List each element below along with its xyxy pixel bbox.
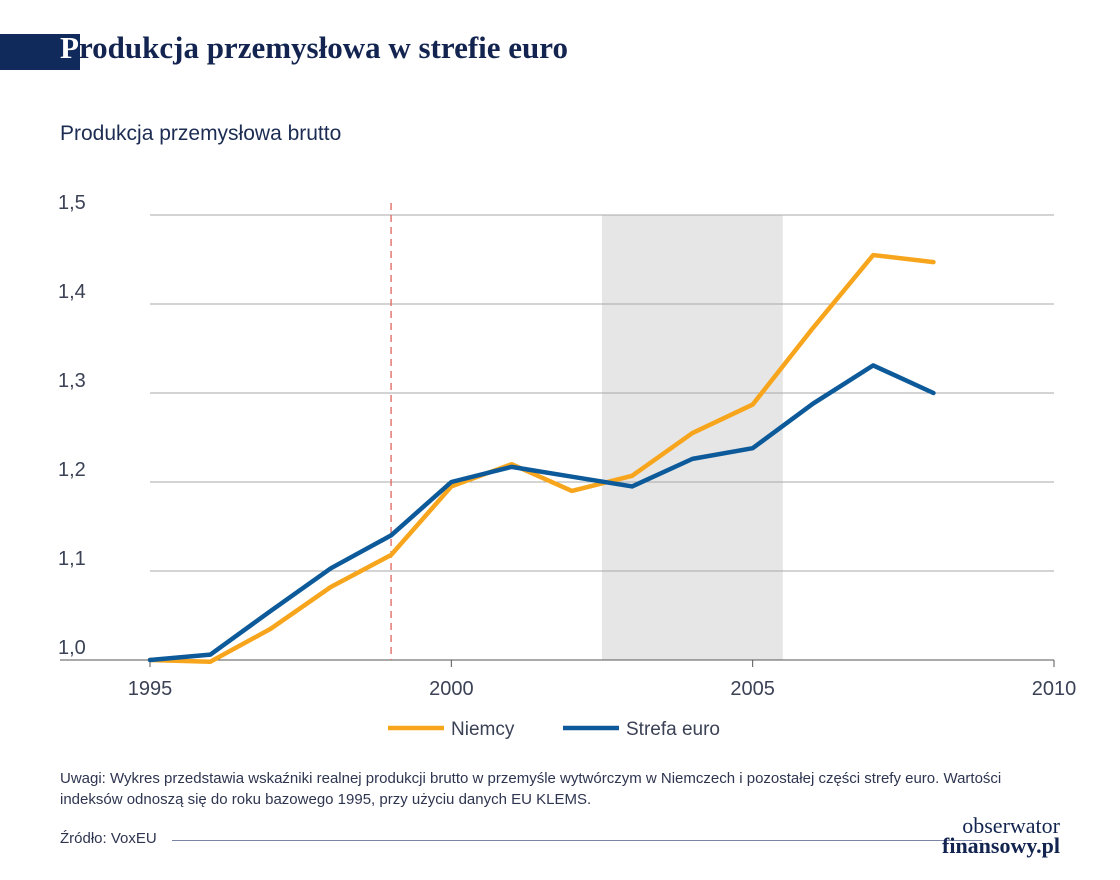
legend-label: Strefa euro	[626, 719, 720, 740]
page-title-rest: rodukcja przemysłowa w strefie euro	[78, 30, 568, 65]
y-tick-label: 1,0	[58, 637, 86, 659]
x-tick-label: 1995	[128, 678, 173, 700]
footer-divider	[172, 840, 982, 841]
chart-note: Uwagi: Wykres przedstawia wskaźniki real…	[60, 770, 1002, 808]
y-tick-label: 1,3	[58, 370, 86, 392]
x-tick-label: 2010	[1032, 678, 1077, 700]
page-title-initial: P	[60, 30, 79, 65]
source-label: Źródło: VoxEU	[60, 830, 157, 847]
chart-subtitle: Produkcja przemysłowa brutto	[60, 122, 342, 145]
y-tick-label: 1,2	[58, 459, 86, 481]
logo-line-2: finansowy.pl	[942, 833, 1060, 858]
line-chart: 1,0 1,1 1,2 1,3 1,4 1,5 1995 2000 2005 2010 Niemcy…	[58, 192, 1077, 740]
x-tick-label: 2000	[429, 678, 474, 700]
y-tick-label: 1,5	[58, 192, 86, 214]
x-tick-label: 2005	[730, 678, 775, 700]
logo-line-1: obserwator	[962, 813, 1060, 838]
title-accent-bar	[0, 34, 80, 70]
y-tick-label: 1,1	[58, 548, 86, 570]
page-title: Produkcja przemysłowa w strefie euro	[60, 30, 568, 66]
highlight-band	[602, 215, 783, 660]
series-line-strefa-euro	[147, 363, 936, 663]
y-tick-label: 1,4	[58, 281, 86, 303]
legend-label: Niemcy	[451, 719, 515, 740]
series-line-niemcy	[147, 252, 936, 665]
brand-logo: obserwator finansowy.pl	[942, 813, 1060, 858]
footer: Źródło: VoxEU obserwator finansowy.pl	[60, 815, 1060, 860]
